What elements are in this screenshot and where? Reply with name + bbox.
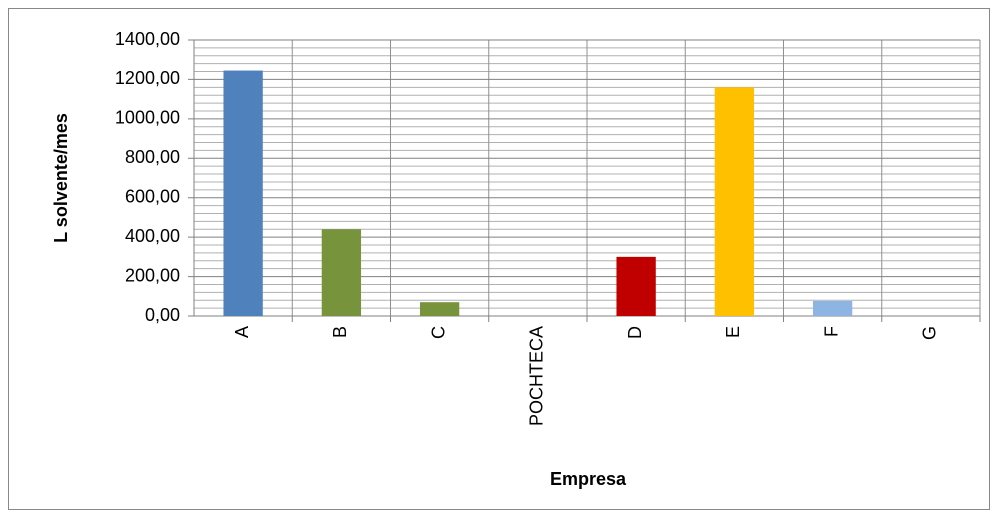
y-tick-label: 0,00 [145,305,180,325]
chart-frame [8,8,990,510]
x-tick-label: A [232,326,252,338]
y-tick-label: 600,00 [125,186,180,206]
x-tick-label: F [821,326,841,337]
x-tick-label: POCHTECA [527,326,547,426]
x-axis-title: Empresa [550,469,627,489]
x-tick-label: G [920,326,940,340]
y-tick-label: 400,00 [125,226,180,246]
y-axis-title: L solvente/mes [51,113,71,243]
x-tick-label: E [723,326,743,338]
bar [321,229,362,316]
bar [223,70,263,316]
x-tick-label: D [625,326,645,339]
y-tick-label: 1000,00 [115,108,180,128]
bar [714,87,755,316]
y-tick-label: 1400,00 [115,29,180,49]
y-tick-label: 200,00 [125,265,180,285]
x-tick-label: B [330,326,350,338]
y-tick-label: 1200,00 [115,68,180,88]
bar [812,301,853,316]
x-tick-label: C [428,326,448,339]
y-tick-label: 800,00 [125,147,180,167]
bar [616,256,656,316]
bar [419,302,460,316]
